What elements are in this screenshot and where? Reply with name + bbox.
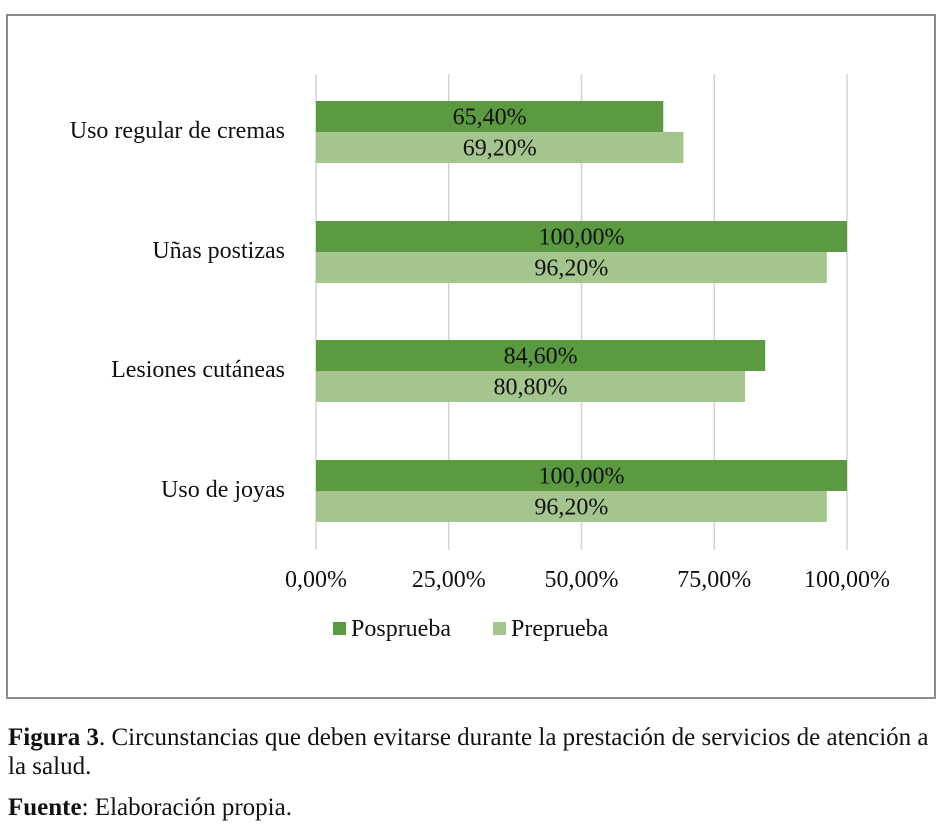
bar-preprueba bbox=[316, 132, 684, 163]
data-label: 65,40% bbox=[453, 105, 527, 131]
bar-posprueba bbox=[316, 340, 766, 371]
figure-source: Fuente: Elaboración propia. bbox=[8, 793, 938, 822]
data-label: 100,00% bbox=[539, 225, 625, 251]
x-tick-label: 100,00% bbox=[804, 567, 890, 593]
x-tick-label: 25,00% bbox=[412, 567, 486, 593]
bar-preprueba bbox=[316, 491, 827, 522]
category-label: Lesiones cutáneas bbox=[111, 357, 285, 383]
x-tick-label: 0,00% bbox=[285, 567, 347, 593]
figure-caption: Figura 3. Circunstancias que deben evita… bbox=[8, 723, 938, 781]
legend-label-preprueba: Preprueba bbox=[511, 616, 609, 642]
data-label: 80,80% bbox=[494, 375, 568, 401]
bar-posprueba bbox=[316, 221, 847, 252]
legend-swatch-preprueba bbox=[493, 622, 506, 635]
x-tick-label: 50,00% bbox=[545, 567, 619, 593]
bar-preprueba bbox=[316, 371, 746, 402]
legend-swatch-posprueba bbox=[333, 622, 346, 635]
data-label: 84,60% bbox=[504, 344, 578, 370]
bar-chart: 0,00% 25,00% 50,00% 75,00% 100,00% Uso regula… bbox=[70, 74, 890, 642]
bar-preprueba bbox=[316, 252, 827, 283]
bar-posprueba bbox=[316, 101, 664, 132]
category-label: Uso regular de cremas bbox=[70, 118, 285, 144]
data-label: 100,00% bbox=[539, 464, 625, 490]
legend-label-posprueba: Posprueba bbox=[351, 616, 451, 642]
x-tick-label: 75,00% bbox=[677, 567, 751, 593]
source-text: : Elaboración propia. bbox=[81, 794, 292, 821]
source-label: Fuente bbox=[8, 794, 82, 821]
data-label: 96,20% bbox=[534, 256, 608, 282]
bar-posprueba bbox=[316, 460, 847, 491]
data-label: 96,20% bbox=[534, 495, 608, 521]
caption-text: . Circunstancias que deben evitarse dura… bbox=[8, 724, 929, 780]
data-label: 69,20% bbox=[463, 136, 537, 162]
category-label: Uñas postizas bbox=[152, 238, 285, 264]
category-label: Uso de joyas bbox=[161, 477, 285, 503]
chart-frame: 0,00% 25,00% 50,00% 75,00% 100,00% Uso regula… bbox=[6, 14, 936, 699]
caption-label: Figura 3 bbox=[8, 724, 99, 751]
